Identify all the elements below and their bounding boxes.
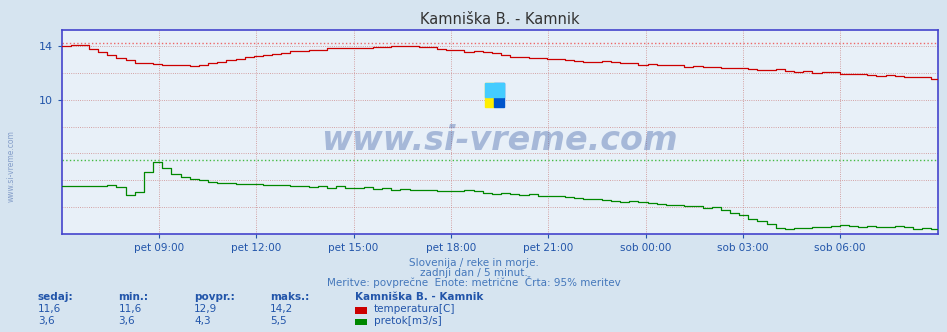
Text: pretok[m3/s]: pretok[m3/s]	[374, 316, 442, 326]
Text: temperatura[C]: temperatura[C]	[374, 304, 456, 314]
Text: 11,6: 11,6	[38, 304, 62, 314]
Text: 3,6: 3,6	[38, 316, 55, 326]
Text: 11,6: 11,6	[118, 304, 142, 314]
Text: 14,2: 14,2	[270, 304, 294, 314]
Text: Kamniška B. - Kamnik: Kamniška B. - Kamnik	[355, 292, 484, 302]
Text: zadnji dan / 5 minut.: zadnji dan / 5 minut.	[420, 268, 527, 278]
Text: 12,9: 12,9	[194, 304, 218, 314]
Bar	[494, 83, 504, 108]
Text: Slovenija / reke in morje.: Slovenija / reke in morje.	[408, 258, 539, 268]
Text: povpr.:: povpr.:	[194, 292, 235, 302]
Bar	[485, 83, 504, 97]
Text: sedaj:: sedaj:	[38, 292, 74, 302]
Text: min.:: min.:	[118, 292, 149, 302]
Text: 3,6: 3,6	[118, 316, 135, 326]
Text: maks.:: maks.:	[270, 292, 309, 302]
Title: Kamniška B. - Kamnik: Kamniška B. - Kamnik	[420, 12, 580, 27]
Text: www.si-vreme.com: www.si-vreme.com	[321, 124, 678, 157]
Bar	[485, 83, 494, 108]
Text: 5,5: 5,5	[270, 316, 287, 326]
Text: www.si-vreme.com: www.si-vreme.com	[7, 130, 16, 202]
Text: 4,3: 4,3	[194, 316, 211, 326]
Text: Meritve: povprečne  Enote: metrične  Črta: 95% meritev: Meritve: povprečne Enote: metrične Črta:…	[327, 276, 620, 288]
